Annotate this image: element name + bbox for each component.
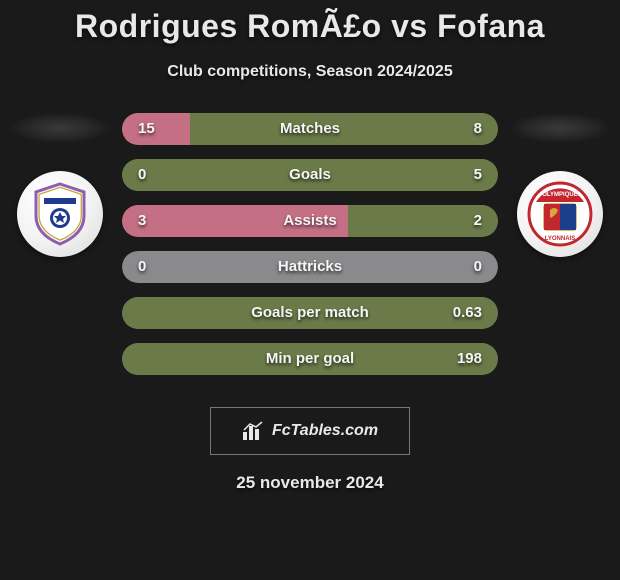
value-right: 8 <box>474 113 482 145</box>
brand-box: FcTables.com <box>210 407 410 455</box>
brand-label: FcTables.com <box>272 422 378 440</box>
value-right: 198 <box>457 343 482 375</box>
stat-bar: 0 Hattricks 0 <box>122 251 498 283</box>
bars-icon <box>242 420 264 442</box>
stat-bar: Goals per match 0.63 <box>122 297 498 329</box>
value-left: 0 <box>138 159 146 191</box>
stat-label: Matches <box>280 113 340 145</box>
stat-bar: 0 Goals 5 <box>122 159 498 191</box>
value-right: 5 <box>474 159 482 191</box>
right-column: OLYMPIQUE LYONNAIS <box>510 113 610 257</box>
club-badge-left <box>17 171 103 257</box>
player-shadow-left <box>10 113 110 143</box>
stat-bar: 15 Matches 8 <box>122 113 498 145</box>
svg-text:OLYMPIQUE: OLYMPIQUE <box>542 192 577 198</box>
stat-label: Goals <box>289 159 331 191</box>
left-column <box>10 113 110 257</box>
club-badge-right: OLYMPIQUE LYONNAIS <box>517 171 603 257</box>
value-right: 2 <box>474 205 482 237</box>
stat-label: Assists <box>283 205 336 237</box>
stat-label: Min per goal <box>266 343 354 375</box>
stat-bar: Min per goal 198 <box>122 343 498 375</box>
value-right: 0 <box>474 251 482 283</box>
comparison-card: Rodrigues RomÃ£o vs Fofana Club competit… <box>0 0 620 493</box>
page-title: Rodrigues RomÃ£o vs Fofana <box>0 8 620 45</box>
svg-text:LYONNAIS: LYONNAIS <box>545 236 575 242</box>
value-left: 3 <box>138 205 146 237</box>
date-label: 25 november 2024 <box>0 473 620 493</box>
value-right: 0.63 <box>453 297 482 329</box>
stat-label: Goals per match <box>251 297 369 329</box>
value-left: 0 <box>138 251 146 283</box>
value-left: 15 <box>138 113 155 145</box>
subtitle: Club competitions, Season 2024/2025 <box>0 63 620 81</box>
stat-label: Hattricks <box>278 251 342 283</box>
player-shadow-right <box>510 113 610 143</box>
lyon-badge-icon: OLYMPIQUE LYONNAIS <box>526 180 594 248</box>
main-row: 15 Matches 8 0 Goals 5 3 Assists 2 0 Hattricks 0 Goa… <box>0 113 620 389</box>
fill-left <box>122 113 190 145</box>
stat-bar: 3 Assists 2 <box>122 205 498 237</box>
fill-right <box>190 113 498 145</box>
stats-bars: 15 Matches 8 0 Goals 5 3 Assists 2 0 Hattricks 0 Goa… <box>110 113 510 389</box>
shield-icon <box>32 182 88 246</box>
